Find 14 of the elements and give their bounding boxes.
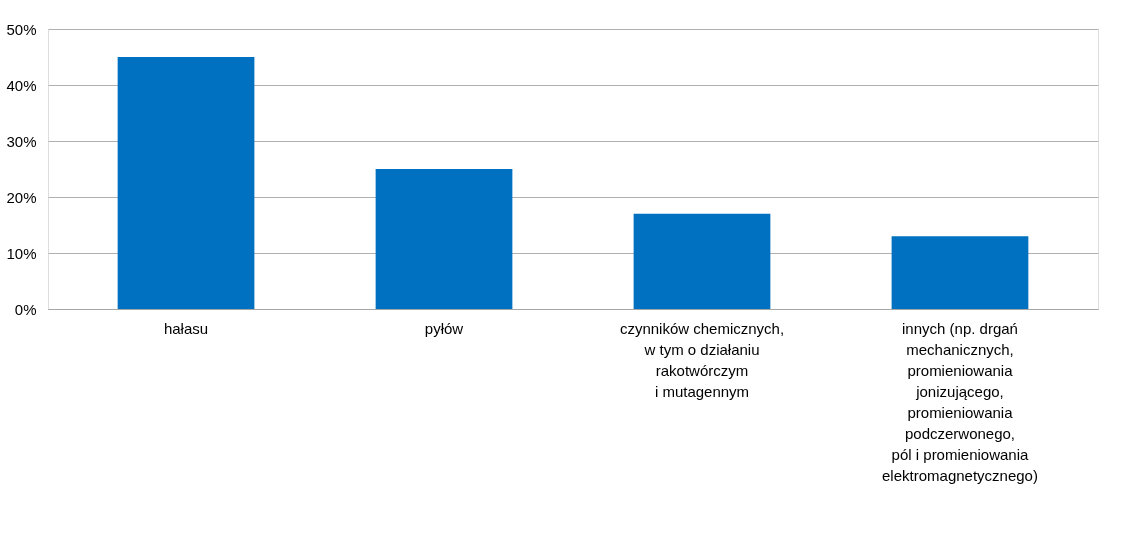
bar (891, 236, 1029, 309)
y-tick-label: 40% (6, 76, 37, 94)
x-tick-label: czynników chemicznych, w tym o działaniu rakotwórczym i mutagennym (619, 319, 785, 400)
bar (633, 213, 771, 309)
x-tick-label: hałasu (163, 319, 209, 337)
x-tick-label: innych (np. drgań mechanicznych, promieniowania jonizującego, promieniowania podczerwonego, pól i promieniowania elektromagnetycznego) (882, 319, 1038, 484)
x-tick-label: pyłów (424, 319, 464, 337)
bar (375, 169, 513, 309)
bar (117, 57, 255, 309)
y-tick-label: 0% (14, 300, 37, 318)
y-tick-label: 10% (6, 244, 37, 262)
y-tick-label: 50% (6, 20, 37, 38)
y-tick-label: 30% (6, 132, 37, 150)
y-tick-label: 20% (6, 188, 37, 206)
